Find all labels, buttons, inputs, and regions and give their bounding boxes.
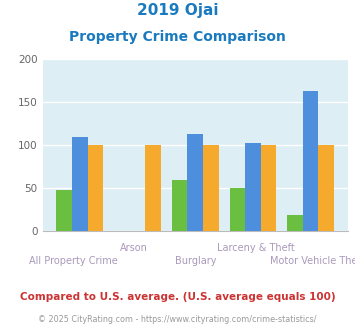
Bar [56, 190, 72, 231]
Bar [187, 134, 203, 231]
Bar [145, 145, 161, 231]
Bar [88, 145, 103, 231]
Text: Motor Vehicle Theft: Motor Vehicle Theft [270, 256, 355, 266]
Bar [261, 145, 276, 231]
Text: 2019 Ojai: 2019 Ojai [137, 3, 218, 18]
Bar [318, 145, 334, 231]
Text: Burglary: Burglary [175, 256, 216, 266]
Bar [172, 180, 187, 231]
Bar [287, 215, 303, 231]
Bar [230, 188, 245, 231]
Legend: Ojai, California, National: Ojai, California, National [69, 326, 322, 330]
Bar [303, 91, 318, 231]
Text: © 2025 CityRating.com - https://www.cityrating.com/crime-statistics/: © 2025 CityRating.com - https://www.city… [38, 315, 317, 324]
Text: Arson: Arson [120, 243, 148, 252]
Text: All Property Crime: All Property Crime [29, 256, 118, 266]
Text: Larceny & Theft: Larceny & Theft [217, 243, 295, 252]
Text: Compared to U.S. average. (U.S. average equals 100): Compared to U.S. average. (U.S. average … [20, 292, 335, 302]
Bar [245, 143, 261, 231]
Bar [72, 137, 88, 231]
Text: Property Crime Comparison: Property Crime Comparison [69, 30, 286, 44]
Bar [203, 145, 219, 231]
